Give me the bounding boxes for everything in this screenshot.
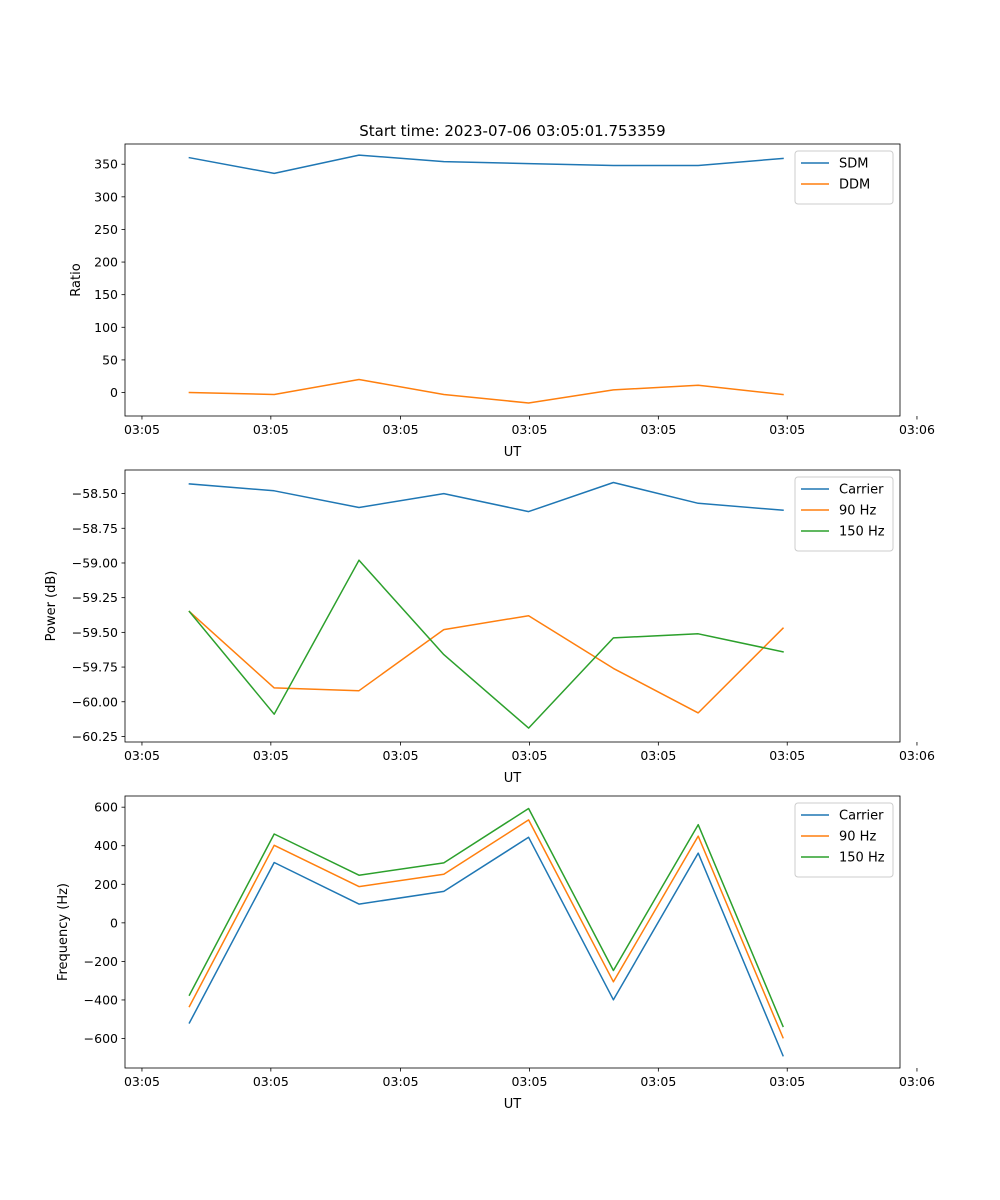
axes-frame: [124, 795, 901, 1069]
y-tick-label: −60.25: [72, 729, 118, 744]
y-tick-label: 300: [94, 189, 118, 204]
y-tick-label: 50: [102, 352, 118, 367]
subplot-1: 0 50 100 150 200 250 300 350 03:05 03:05 03:05 03:0…: [69, 143, 935, 460]
legend-box: [794, 802, 894, 878]
legend-label: Carrier: [839, 809, 884, 824]
figure-title: Start time: 2023-07-06 03:05:01.753359: [359, 122, 665, 140]
legend-box: [794, 150, 894, 205]
x-axis-label: UT: [504, 771, 522, 786]
y-tick-label: −59.75: [72, 660, 118, 675]
y-tick-label: 200: [94, 255, 118, 270]
x-tick-label: 03:05: [511, 1074, 547, 1089]
legend-label: 90 Hz: [839, 830, 876, 845]
x-tick-label: 03:05: [383, 422, 419, 437]
x-tick-label: 03:06: [899, 1074, 935, 1089]
y-tick-label: 100: [94, 320, 118, 335]
legend-box: [794, 476, 894, 552]
y-tick-label: −200: [84, 954, 118, 969]
x-tick-label: 03:05: [769, 1074, 805, 1089]
x-tick-label: 03:06: [899, 748, 935, 763]
x-axis-label: UT: [504, 445, 522, 460]
y-tick-label: 0: [110, 915, 118, 930]
x-tick-label: 03:05: [253, 1074, 289, 1089]
series-line-sdm: [188, 154, 784, 175]
y-tick-label: 200: [94, 877, 118, 892]
x-tick-label: 03:05: [383, 748, 419, 763]
x-tick-label: 03:05: [511, 748, 547, 763]
legend: Carrier 90 Hz 150 Hz: [794, 476, 894, 552]
x-tick-label: 03:05: [640, 748, 676, 763]
series-line-150-hz: [188, 559, 784, 729]
y-tick-label: −58.50: [72, 486, 118, 501]
legend: SDM DDM: [794, 150, 894, 205]
series-line-90-hz: [188, 819, 784, 1039]
x-tick-label: 03:05: [511, 422, 547, 437]
legend-label: 150 Hz: [839, 851, 885, 866]
axes-frame: [124, 143, 901, 417]
series-line-150-hz: [188, 807, 784, 1028]
x-tick-label: 03:05: [769, 422, 805, 437]
legend-label: SDM: [839, 157, 868, 172]
legend-label: 90 Hz: [839, 504, 876, 519]
y-tick-label: 350: [94, 157, 118, 172]
y-tick-label: −59.00: [72, 555, 118, 570]
axes-frame: [124, 469, 901, 743]
legend-label: DDM: [839, 178, 870, 193]
y-axis-label: Power (dB): [44, 571, 59, 642]
y-tick-label: −59.50: [72, 625, 118, 640]
x-tick-label: 03:05: [640, 422, 676, 437]
legend-label: Carrier: [839, 483, 884, 498]
x-tick-label: 03:05: [124, 748, 160, 763]
y-tick-label: 600: [94, 800, 118, 815]
legend: Carrier 90 Hz 150 Hz: [794, 802, 894, 878]
subplot-2: −60.25 −60.00 −59.75 −59.50 −59.25 −59.00 −58.…: [44, 469, 935, 786]
y-axis-label: Frequency (Hz): [56, 883, 71, 981]
x-tick-label: 03:05: [124, 1074, 160, 1089]
series-line-carrier: [188, 481, 784, 513]
x-tick-label: 03:06: [899, 422, 935, 437]
x-tick-label: 03:05: [253, 422, 289, 437]
legend-label: 150 Hz: [839, 525, 885, 540]
y-tick-label: 400: [94, 838, 118, 853]
y-axis-label: Ratio: [69, 263, 84, 296]
subplots: 0 50 100 150 200 250 300 350 03:05 03:05 03:05 03:0…: [44, 143, 935, 1112]
x-tick-label: 03:05: [640, 1074, 676, 1089]
series-line-ddm: [188, 378, 784, 404]
y-tick-label: −400: [84, 992, 118, 1007]
x-tick-label: 03:05: [769, 748, 805, 763]
subplot-3: −600 −400 −200 0 200 400 600 03:05 03:05 03:05 03:…: [56, 795, 935, 1112]
x-tick-label: 03:05: [124, 422, 160, 437]
y-tick-label: −600: [84, 1031, 118, 1046]
y-tick-label: −59.25: [72, 590, 118, 605]
y-tick-label: 0: [110, 385, 118, 400]
series-line-carrier: [188, 836, 784, 1057]
y-tick-label: −60.00: [72, 694, 118, 709]
x-tick-label: 03:05: [383, 1074, 419, 1089]
y-tick-label: 250: [94, 222, 118, 237]
x-axis-label: UT: [504, 1097, 522, 1112]
x-tick-label: 03:05: [253, 748, 289, 763]
y-tick-label: 150: [94, 287, 118, 302]
y-tick-label: −58.75: [72, 521, 118, 536]
